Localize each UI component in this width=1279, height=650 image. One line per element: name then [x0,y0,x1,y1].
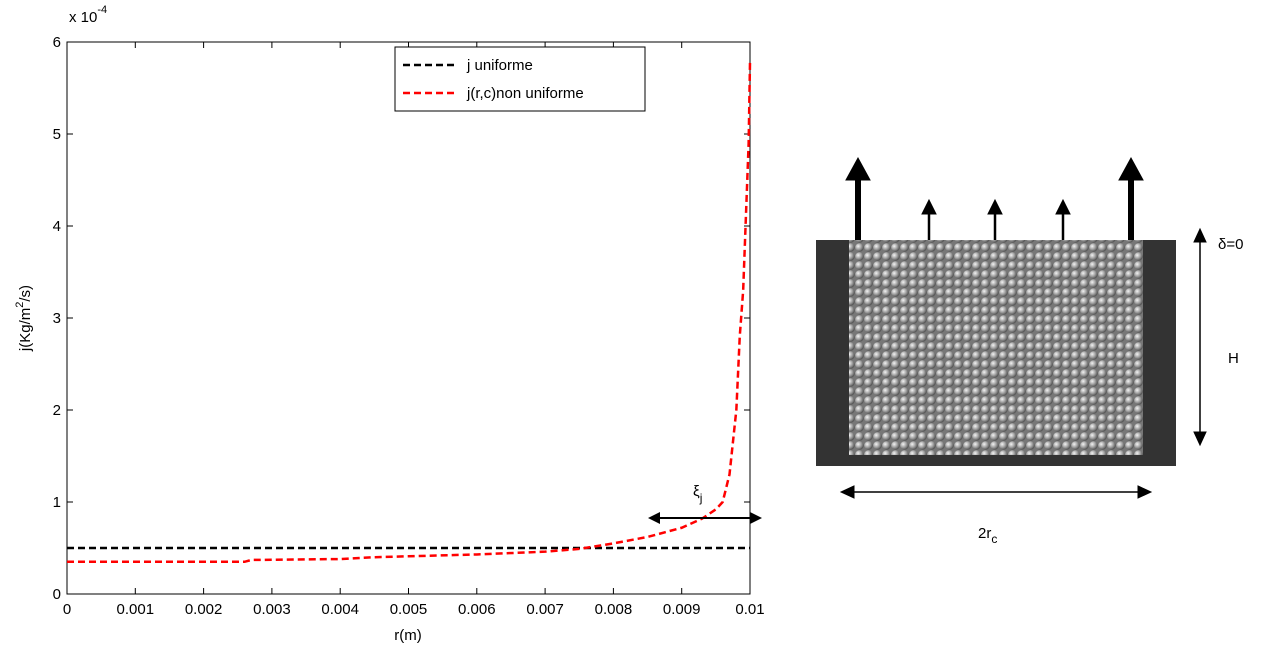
diagram: δ=0 H 2rc [816,156,1243,546]
multiplier: x 10-4 [69,4,107,26]
x-tick-label: 0.002 [185,601,223,618]
plot-frame [66,41,751,595]
x-axis-label: r(m) [394,627,421,644]
y-tick-label: 2 [53,402,61,419]
height-label: H [1228,350,1239,367]
multiplier-exponent: -4 [97,4,107,16]
x-tick-label: 0.001 [117,601,155,618]
legend-box [394,46,646,112]
legend-label: j(r,c)non uniforme [466,85,584,102]
y-axis-label: j(Kg/m2/s) [14,285,34,352]
x-tick-label: 0.004 [321,601,359,618]
x-tick-label: 0.008 [595,601,633,618]
y-tick-label: 5 [53,126,61,143]
top-label: δ=0 [1218,236,1243,253]
x-tick-label: 0 [63,601,71,618]
chart: x 10-4 r(m) j(Kg/m2/s) 0 0.001 0.002 0.003 0… [14,4,765,644]
series-line [67,62,752,564]
annotation-arrowheads [648,512,762,524]
y-label-end: /s) [17,285,34,302]
x-tick-label: 0.009 [663,601,701,618]
annotation-sub: j [699,491,703,505]
y-label-sup: 2 [14,302,26,308]
multiplier-base: x 10 [69,9,97,26]
porous-medium [849,240,1143,455]
width-label-main: 2r [978,525,991,542]
x-tick-label: 0.006 [458,601,496,618]
x-tick-label: 0.003 [253,601,291,618]
annotation-text: ξ [693,483,700,500]
x-tick-label: 0.005 [390,601,428,618]
y-tick-label: 1 [53,494,61,511]
y-tick-label: 0 [53,586,61,603]
dimension-arrows [839,227,1207,499]
flux-arrows [845,156,1144,240]
y-tick-label: 3 [53,310,61,327]
x-tick-label: 0.007 [526,601,564,618]
x-tick-label: 0.01 [735,601,764,618]
y-label-main: j(Kg/m [17,308,34,352]
annotation: ξj [693,483,702,505]
y-tick-label: 6 [53,34,61,51]
legend-label: j uniforme [466,57,533,74]
width-label: 2rc [978,525,997,546]
width-label-sub: c [991,532,997,546]
y-tick-label: 4 [53,218,61,235]
